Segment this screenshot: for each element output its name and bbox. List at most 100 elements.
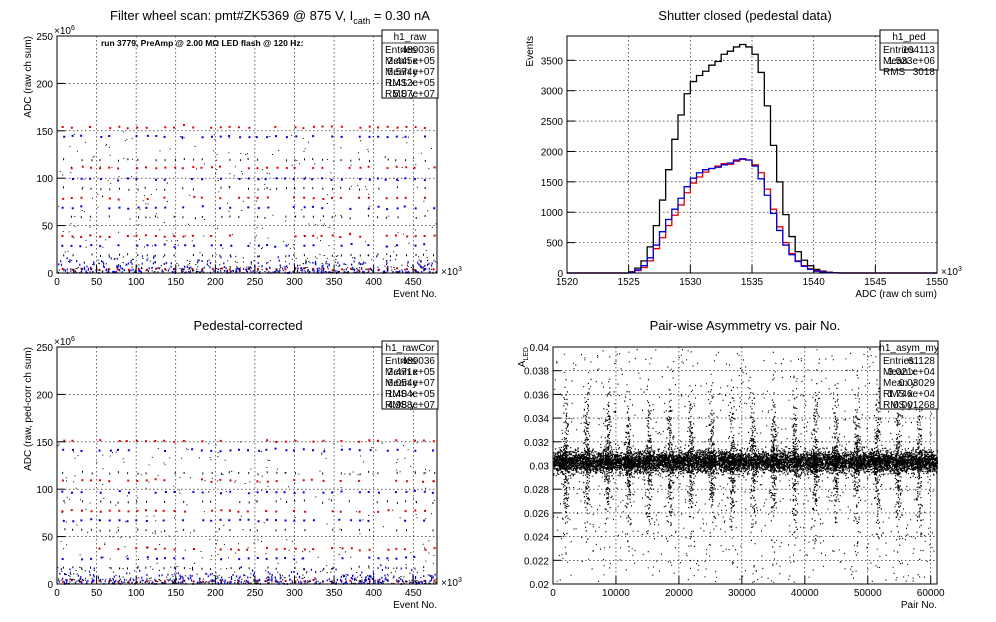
stats-value-4: 0.001268	[893, 400, 935, 411]
hist-series-blue	[567, 158, 937, 274]
stats-label-0: Entries	[883, 45, 914, 56]
x-tick-label-0: 0	[550, 588, 556, 599]
stats-label-3: RMS x	[385, 78, 415, 89]
x-axis-label: ADC (raw ch sum)	[855, 289, 937, 300]
stats-value-1: 1.533e+06	[887, 56, 935, 67]
y-tick-label-1: 50	[42, 222, 54, 233]
y-multiplier: ×106	[54, 336, 75, 348]
stats-label-1: Mean x	[883, 367, 916, 378]
x-multiplier: ×103	[441, 577, 462, 589]
asym-points	[553, 346, 939, 583]
stats-value-1: 2.445e+05	[387, 56, 435, 67]
y-tick-label-1: 500	[546, 239, 563, 250]
x-axis-label: Pair No.	[901, 600, 937, 611]
y-tick-label-4: 200	[36, 390, 53, 401]
plot-frame	[56, 35, 438, 274]
event-points	[57, 439, 437, 585]
y-tick-label-10: 0.04	[530, 343, 550, 354]
stats-label-1: Mean x	[385, 56, 418, 67]
panel-2: 1520 1525 1530 1535 1540 1545 1550 0 500 1000 1500…	[525, 8, 962, 300]
stats-value-0: 489036	[402, 45, 436, 56]
points-blue	[57, 134, 436, 274]
x-tick-label-1: 50	[91, 277, 103, 288]
chart-title: Filter wheel scan: pmt#ZK5369 @ 875 V, I…	[110, 8, 430, 26]
run-annotation: run 3779, PreAmp @ 2.00 MΩ LED flash @ 1…	[101, 38, 304, 48]
x-tick-label-6: 1550	[926, 277, 949, 288]
y-tick-label-4: 2000	[541, 147, 564, 158]
hist-series-black	[567, 43, 937, 274]
y-tick-label-0: 0	[47, 580, 53, 591]
points-black	[58, 130, 438, 274]
stats-label-4: RMS y	[883, 400, 913, 411]
stats-label-2: Mean y	[883, 378, 916, 389]
x-tick-label-6: 300	[286, 588, 303, 599]
x-tick-label-9: 450	[405, 588, 422, 599]
stats-label-0: Entries	[385, 356, 416, 367]
stats-value-0: 61128	[908, 356, 936, 367]
x-tick-label-8: 400	[365, 277, 382, 288]
x-tick-label-2: 1530	[679, 277, 702, 288]
x-axis-label: Event No.	[393, 289, 437, 300]
x-tick-label-5: 250	[247, 588, 264, 599]
y-tick-label-0: 0	[557, 269, 563, 280]
y-tick-label-5: 250	[36, 343, 53, 354]
y-axis-label: ADC (raw, ped-corr ch sum)	[23, 347, 34, 471]
x-tick-label-8: 400	[365, 588, 382, 599]
panel-4: 0 10000 20000 30000 40000 50000 60000 0.02 0.022…	[517, 318, 945, 611]
x-tick-label-2: 20000	[665, 588, 693, 599]
x-tick-label-1: 1525	[618, 277, 641, 288]
x-tick-label-5: 250	[247, 277, 264, 288]
stats-name: h1_ped	[892, 32, 925, 43]
x-tick-label-4: 200	[207, 277, 224, 288]
y-tick-label-7: 3500	[541, 56, 564, 67]
points-red	[61, 124, 436, 272]
y-tick-label-3: 150	[36, 127, 53, 138]
stats-value-2: 5.574e+07	[387, 67, 435, 78]
y-tick-label-3: 0.026	[524, 509, 549, 520]
x-tick-label-4: 1540	[803, 277, 826, 288]
x-tick-label-3: 150	[167, 277, 184, 288]
y-tick-label-2: 1000	[541, 208, 564, 219]
stats-value-2: 3018	[913, 67, 936, 78]
x-multiplier: ×103	[941, 266, 962, 278]
x-tick-label-7: 350	[326, 588, 343, 599]
x-tick-label-6: 60000	[917, 588, 945, 599]
y-axis-label: Events	[525, 36, 536, 67]
stats-value-2: 6.054e+07	[387, 378, 435, 389]
y-tick-label-2: 100	[36, 485, 53, 496]
stats-label-1: Mean	[883, 56, 908, 67]
stats-value-0: 104113	[902, 45, 935, 56]
stats-name: h1_rawCor	[386, 343, 436, 354]
stats-value-1: 2.471e+05	[387, 367, 435, 378]
stats-value-0: 489036	[402, 356, 436, 367]
y-tick-label-5: 0.03	[530, 462, 550, 473]
x-tick-label-2: 100	[128, 588, 145, 599]
x-tick-label-0: 0	[54, 277, 60, 288]
stats-value-3: 1.746e+04	[887, 389, 935, 400]
x-tick-label-0: 1520	[556, 277, 579, 288]
stats-label-2: Mean y	[385, 67, 418, 78]
y-tick-label-3: 1500	[541, 178, 564, 189]
stats-value-2: 0.03029	[899, 378, 936, 389]
x-tick-label-5: 1545	[864, 277, 887, 288]
y-tick-label-2: 100	[36, 174, 53, 185]
x-tick-label-4: 200	[207, 588, 224, 599]
x-tick-label-3: 30000	[728, 588, 756, 599]
y-tick-label-2: 0.024	[524, 533, 549, 544]
chart-title: Shutter closed (pedestal data)	[658, 8, 831, 23]
stats-label-3: RMS x	[883, 389, 913, 400]
x-tick-label-2: 100	[128, 277, 145, 288]
stats-label-2: RMS	[883, 67, 906, 78]
stats-value-4: 5.07e+07	[393, 89, 435, 100]
stats-label-2: Mean y	[385, 378, 418, 389]
x-tick-label-1: 50	[91, 588, 103, 599]
y-tick-label-3: 150	[36, 438, 53, 449]
stats-value-3: 1.404e+05	[387, 389, 435, 400]
stats-label-3: RMS x	[385, 389, 415, 400]
x-tick-label-0: 0	[54, 588, 60, 599]
